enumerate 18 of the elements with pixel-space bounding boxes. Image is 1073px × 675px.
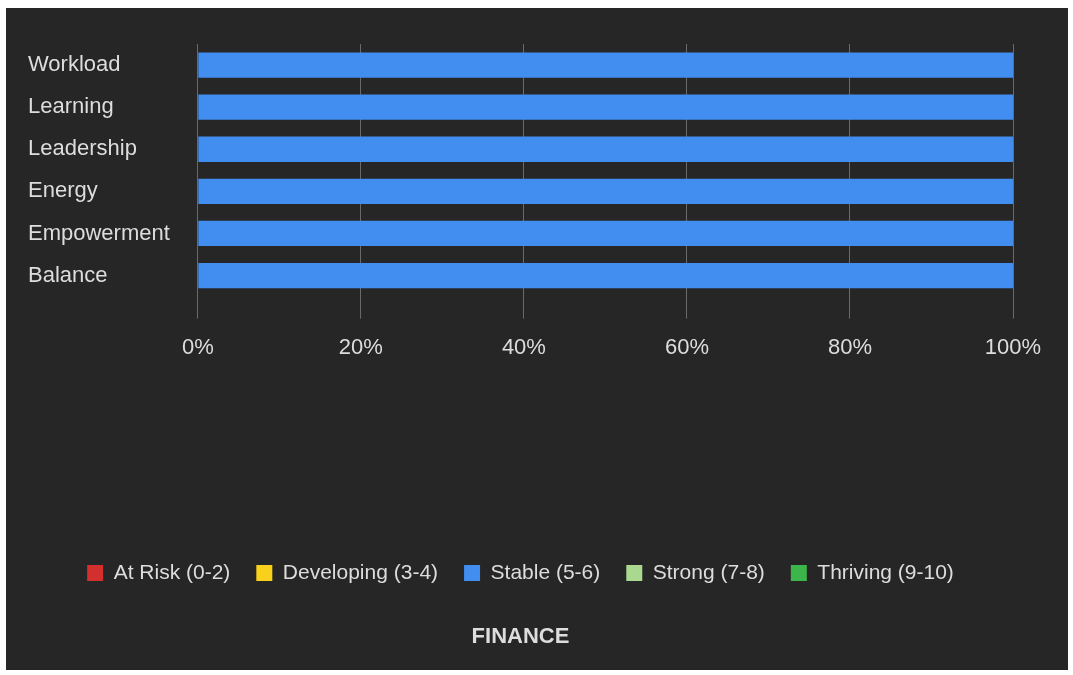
y-tick-label: Balance (28, 261, 108, 287)
x-tick-label: 20% (338, 333, 383, 359)
x-tick-label: 0% (181, 333, 214, 359)
legend-label: Stable (5-6) (490, 559, 601, 583)
legend-label: Developing (3-4) (282, 559, 439, 583)
legend-label: Thriving (9-10) (817, 559, 954, 583)
y-tick-label: Workload (28, 51, 121, 77)
x-tick-label: 40% (501, 333, 546, 359)
x-tick-label: 60% (664, 333, 709, 359)
legend-label: Strong (7-8) (652, 559, 765, 583)
legend-label: At Risk (0-2) (113, 559, 231, 583)
x-tick-label: 80% (827, 333, 872, 359)
y-tick-label: Leadership (28, 135, 137, 161)
y-tick-label: Learning (28, 93, 114, 119)
y-tick-label: Energy (28, 177, 98, 203)
y-tick-label: Empowerment (28, 219, 170, 245)
text: FINANCE (471, 622, 570, 648)
x-tick-label: 100% (984, 333, 1042, 359)
